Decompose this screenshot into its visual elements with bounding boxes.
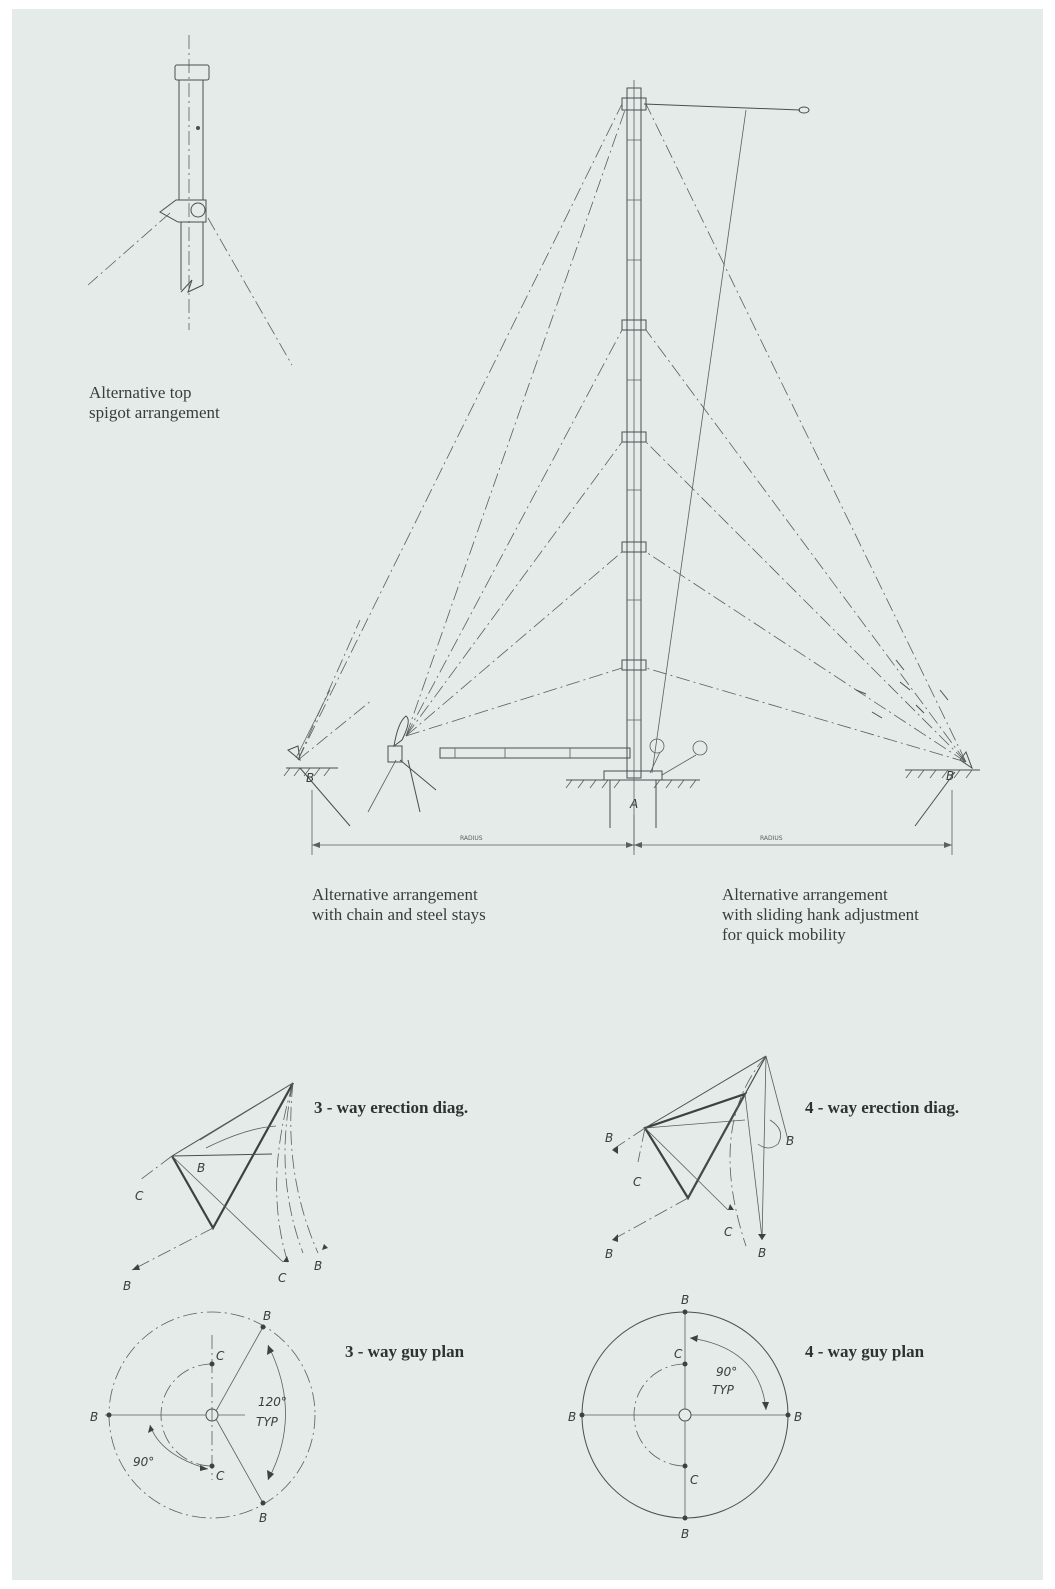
guy-plan-3way [105,1311,316,1519]
plan-3way-b-left: B [90,1410,98,1424]
guy-plan-3way-heading: 3 - way guy plan [345,1342,465,1361]
guy-plan-4way-heading: 4 - way guy plan [805,1342,925,1361]
erection-4way-b-bottom-left: B [605,1247,613,1261]
guy-plan-4way [579,1309,791,1521]
erection-3way-c-right: C [278,1271,287,1285]
mast-elevation [283,80,980,855]
plan-3way-typ: TYP [256,1415,279,1429]
plan-3way-angle-120: 120° [258,1395,287,1409]
plan-4way-b-top: B [681,1293,689,1307]
plan-4way-b-right: B [794,1410,802,1424]
plan-3way-b-bottom: B [259,1511,267,1525]
mast-base-a-label: A [629,797,638,811]
anchor-b-left-label: B [306,771,314,785]
erection-3way-diagram [131,1082,328,1271]
plan-3way-c-top: C [216,1349,225,1363]
erection-3way-b-bottom: B [123,1279,131,1293]
erection-4way-b-bottom-right: B [758,1246,766,1260]
plan-4way-c-top: C [674,1347,683,1361]
chain-steel-caption: Alternative arrangement with chain and s… [312,885,486,924]
plan-4way-c-bottom: C [690,1473,699,1487]
erection-3way-heading: 3 - way erection diag. [314,1098,469,1117]
top-spigot-detail [87,35,293,366]
sliding-hank-caption: Alternative arrangement with sliding han… [722,885,919,944]
plan-4way-b-bottom: B [681,1527,689,1541]
erection-4way-c-right: C [724,1225,733,1239]
radius-left-label: RADIUS [460,835,483,842]
plan-4way-angle-90: 90° [716,1365,737,1379]
erection-3way-c-left: C [135,1189,144,1203]
anchor-b-right-label: B [946,769,954,783]
plan-3way-c-bottom: C [216,1469,225,1483]
plan-4way-b-left: B [568,1410,576,1424]
top-spigot-caption: Alternative top spigot arrangement [89,383,220,422]
erection-4way-c-left: C [633,1175,642,1189]
plan-3way-angle-90: 90° [133,1455,154,1469]
radius-right-label: RADIUS [760,835,783,842]
erection-4way-b-left: B [605,1131,613,1145]
erection-4way-b-right: B [786,1134,794,1148]
erection-4way-diagram [611,1055,789,1247]
drawing-sheet [12,9,1043,1580]
plan-3way-b-top: B [263,1309,271,1323]
erection-4way-heading: 4 - way erection diag. [805,1098,960,1117]
plan-4way-typ: TYP [712,1383,735,1397]
erection-3way-b-right: B [314,1259,322,1273]
erection-3way-b-center: B [197,1161,205,1175]
